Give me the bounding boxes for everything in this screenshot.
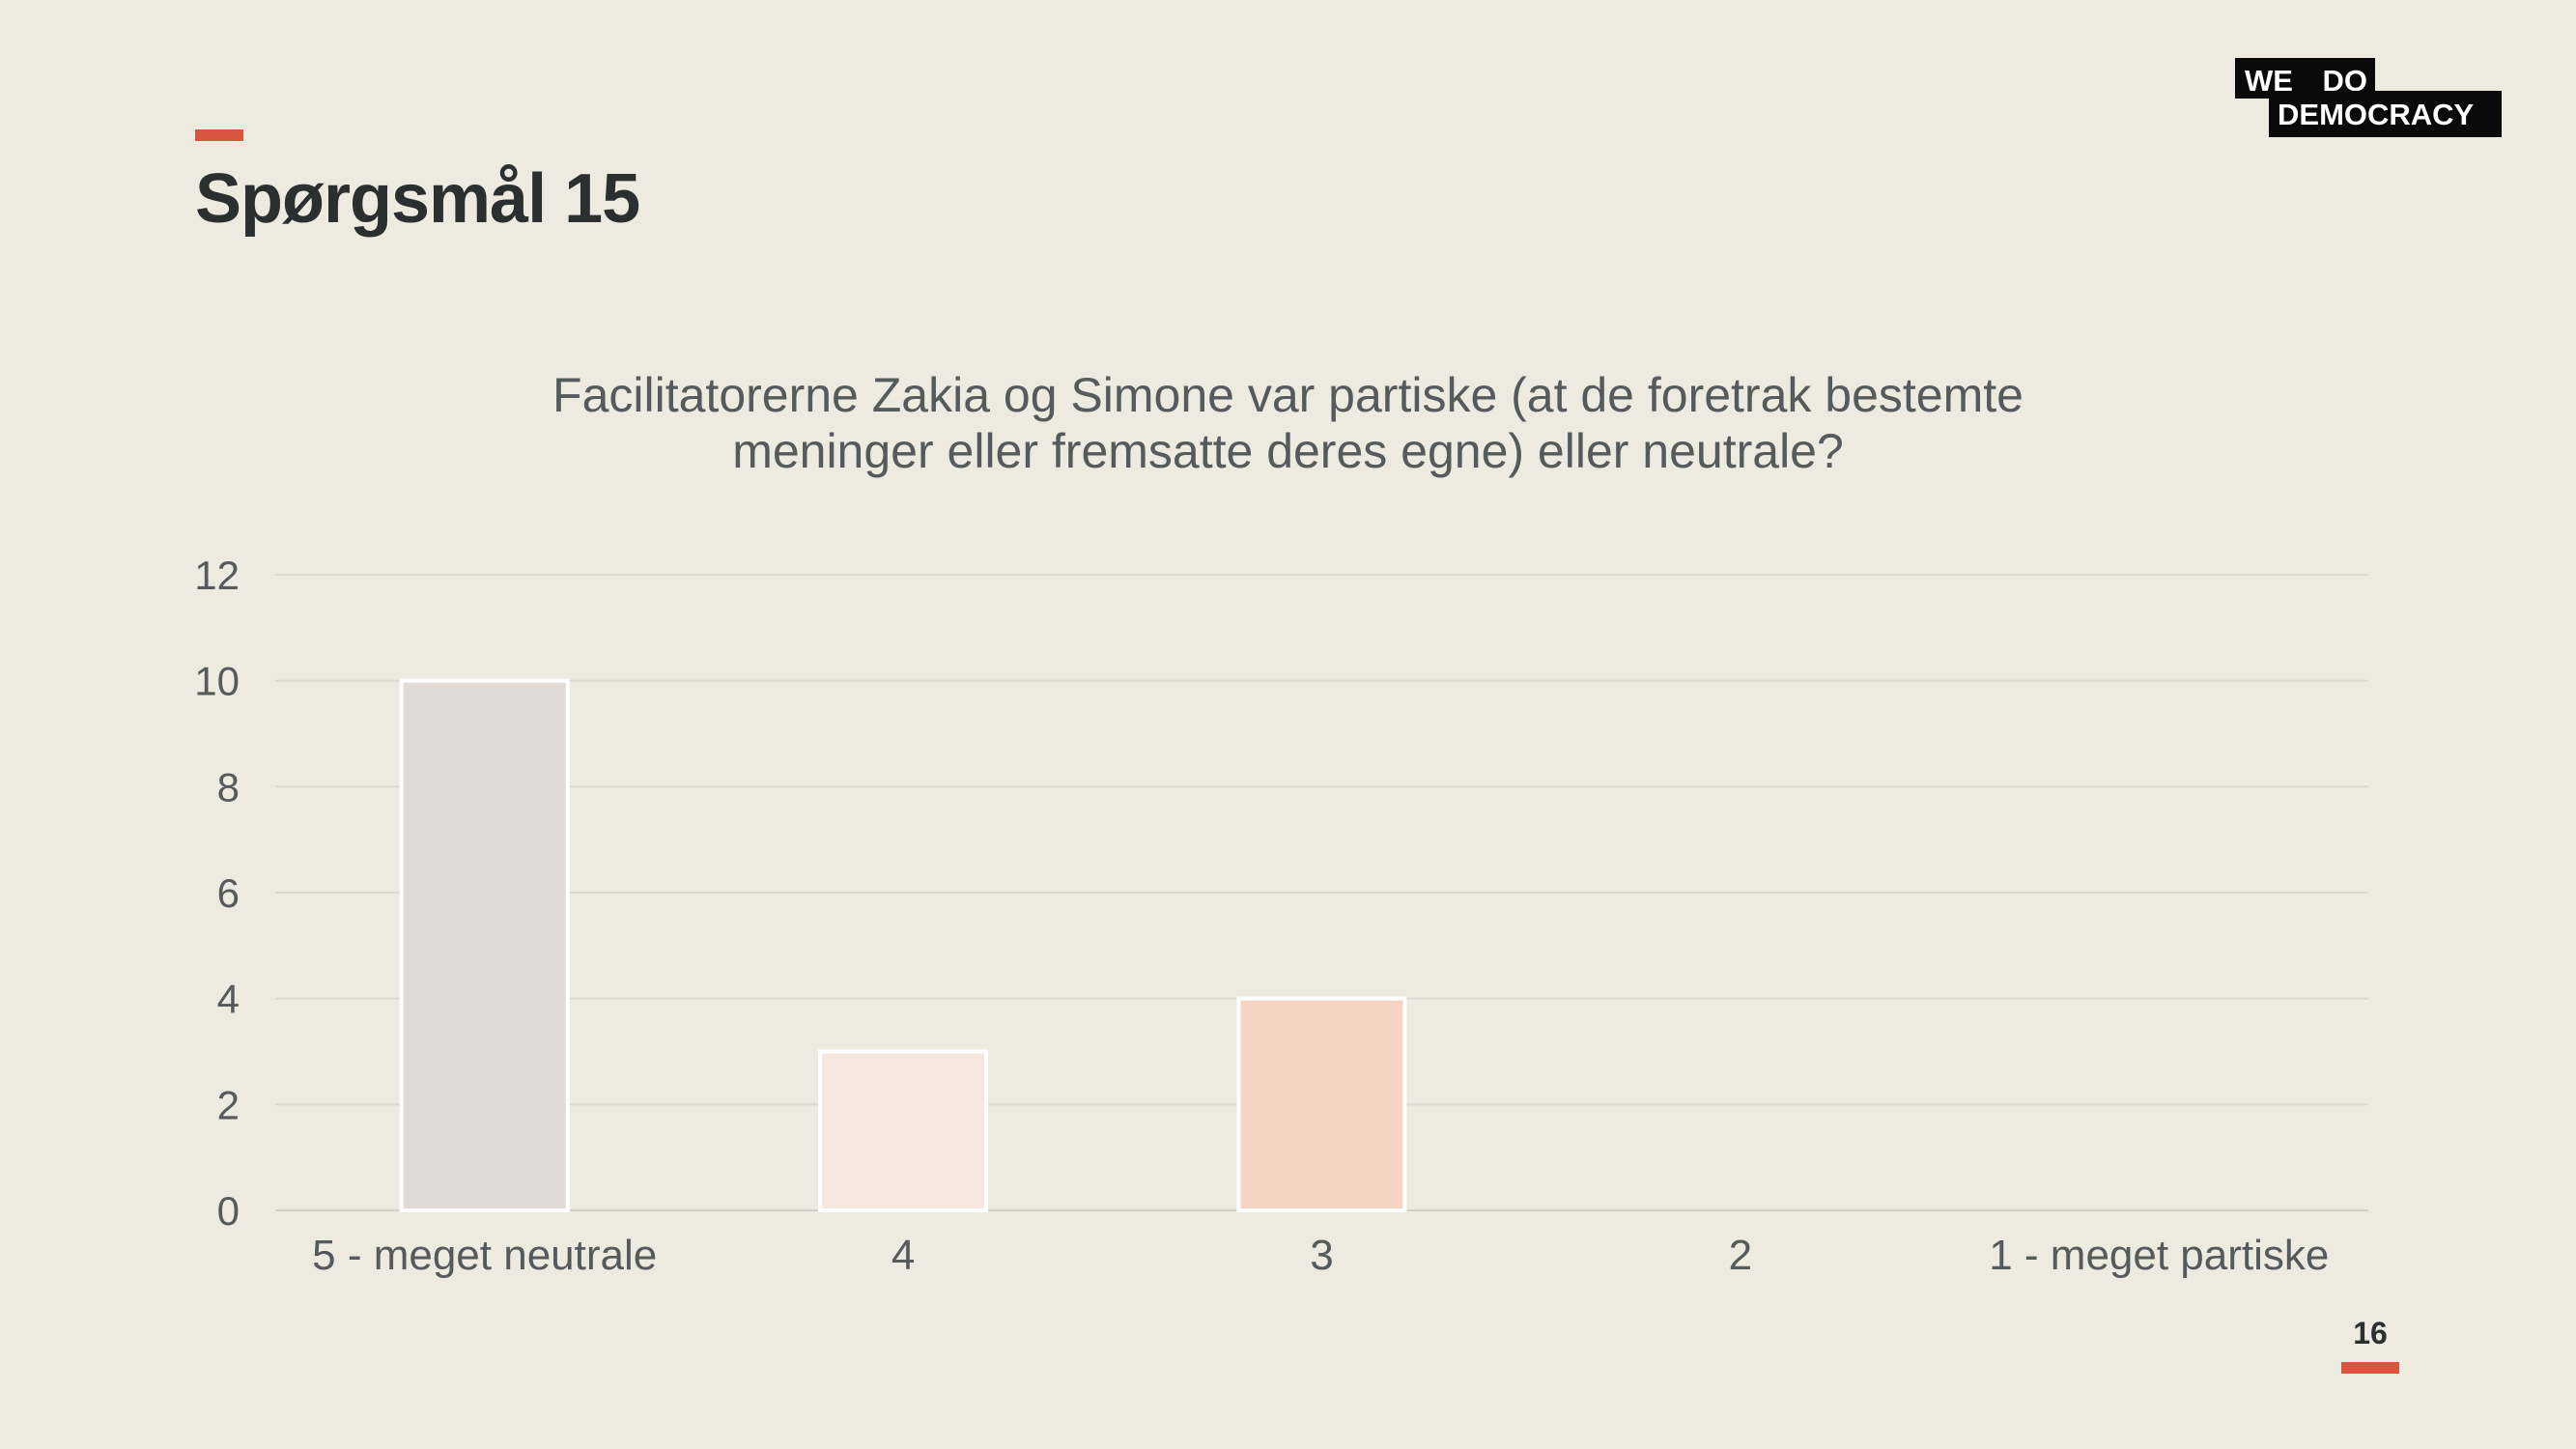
y-tick-label: 2 — [217, 1082, 240, 1127]
y-tick-label: 8 — [217, 764, 240, 810]
we-do-democracy-logo: WE DO DEMOCRACY — [2235, 58, 2502, 137]
x-tick-label: 3 — [1310, 1232, 1333, 1279]
y-tick-label: 0 — [217, 1188, 240, 1234]
chart-title-line-1: Facilitatorerne Zakia og Simone var part… — [552, 368, 2024, 422]
x-tick-label: 2 — [1729, 1232, 1752, 1279]
logo-line-2: DEMOCRACY — [2269, 91, 2502, 137]
y-tick-label: 10 — [194, 659, 240, 704]
x-tick-label: 1 - meget partiske — [1989, 1232, 2329, 1279]
title-accent-bar — [195, 129, 243, 141]
page-title: Spørgsmål 15 — [195, 160, 640, 238]
y-tick-label: 4 — [217, 977, 240, 1022]
x-tick-label: 4 — [892, 1232, 915, 1279]
y-tick-label: 12 — [194, 553, 240, 598]
x-tick-label: 5 - meget neutrale — [312, 1232, 657, 1279]
y-tick-label: 6 — [217, 870, 240, 916]
bar — [818, 1049, 989, 1212]
chart-title-line-2: meninger eller fremsatte deres egne) ell… — [732, 424, 1844, 478]
page-number-accent-bar — [2341, 1362, 2399, 1374]
page-number: 16 — [2353, 1316, 2388, 1350]
bar — [1236, 996, 1407, 1212]
bar — [399, 678, 570, 1212]
chart-title: Facilitatorerne Zakia og Simone var part… — [290, 367, 2286, 479]
